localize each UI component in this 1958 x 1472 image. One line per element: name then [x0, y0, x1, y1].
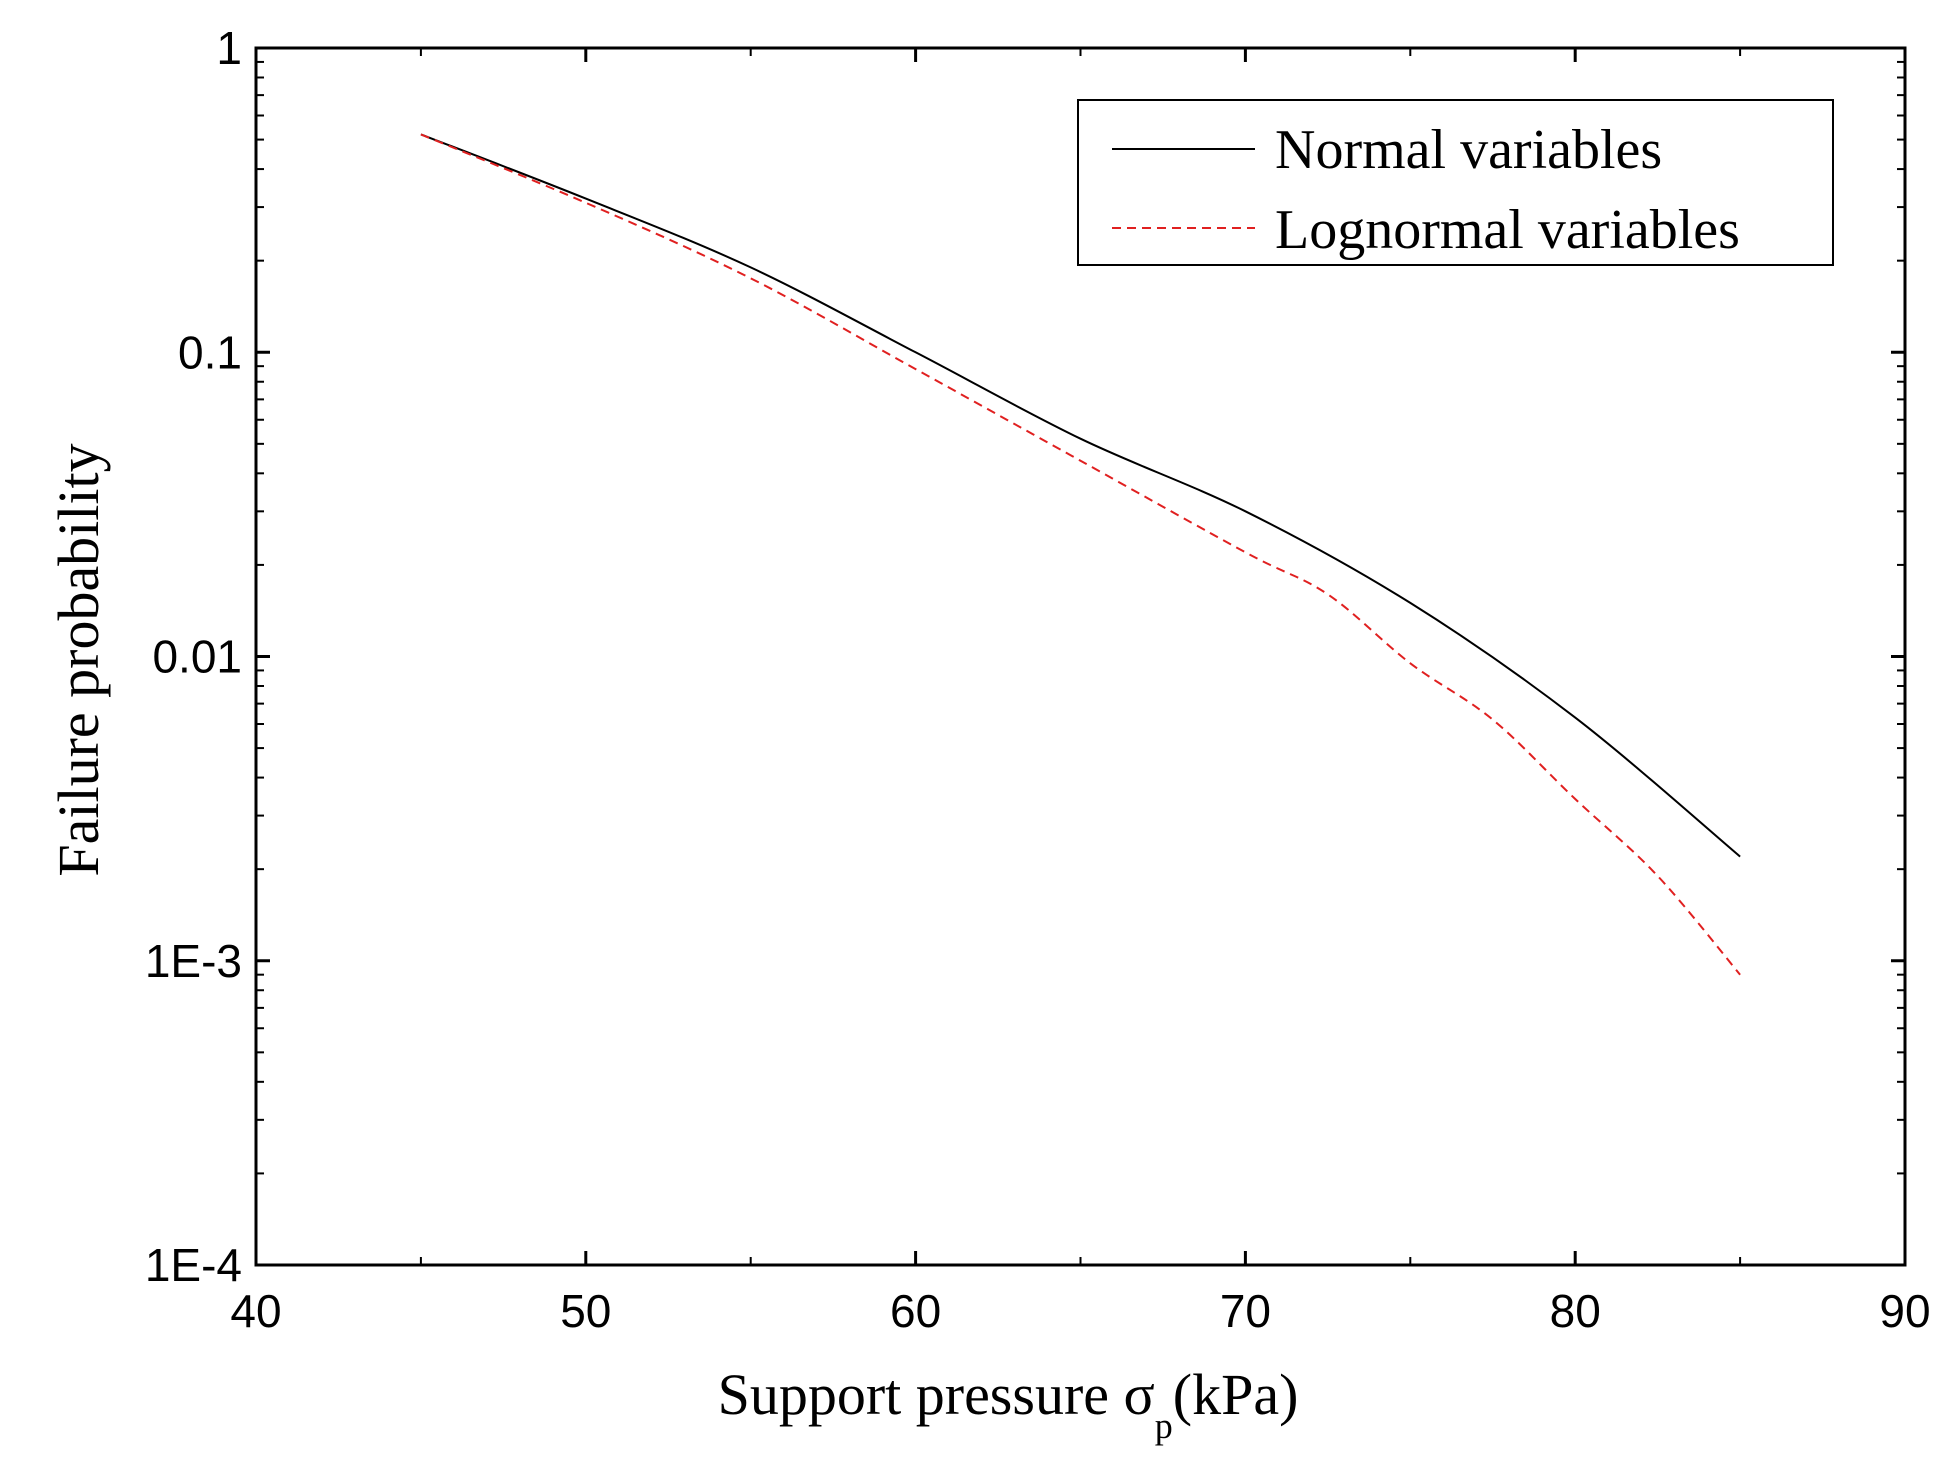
x-axis-label-main: Support pressure σ [718, 1362, 1155, 1427]
legend-label-normal: Normal variables [1275, 119, 1662, 181]
legend-label-lognormal: Lognormal variables [1275, 199, 1740, 261]
y-axis: 1E-4 1E-3 0.01 0.1 1 [145, 22, 1905, 1291]
y-tick-label: 0.01 [152, 631, 242, 683]
series-line-normal [420, 133, 1741, 858]
x-tick-label: 50 [560, 1285, 611, 1337]
x-tick-label: 60 [890, 1285, 941, 1337]
x-tick-label: 70 [1220, 1285, 1271, 1337]
legend: Normal variables Lognormal variables [1077, 99, 1834, 266]
legend-box [1077, 99, 1834, 266]
series-line-lognormal [420, 133, 1741, 976]
x-tick-label: 40 [230, 1285, 281, 1337]
y-axis-label: Failure probability [46, 443, 111, 876]
x-axis-label-unit: (kPa) [1173, 1362, 1299, 1427]
x-axis: 40 50 60 70 80 90 [230, 48, 1931, 1337]
y-tick-label: 1 [216, 22, 242, 74]
x-tick-label: 90 [1879, 1285, 1930, 1337]
x-axis-label-subscript: p [1155, 1406, 1173, 1446]
y-tick-label: 1E-4 [145, 1239, 242, 1291]
x-tick-label: 80 [1550, 1285, 1601, 1337]
y-tick-label: 0.1 [178, 326, 242, 378]
series-layer [420, 133, 1741, 976]
x-axis-label: Support pressure σp(kPa) [718, 1362, 1299, 1446]
y-tick-label: 1E-3 [145, 935, 242, 987]
